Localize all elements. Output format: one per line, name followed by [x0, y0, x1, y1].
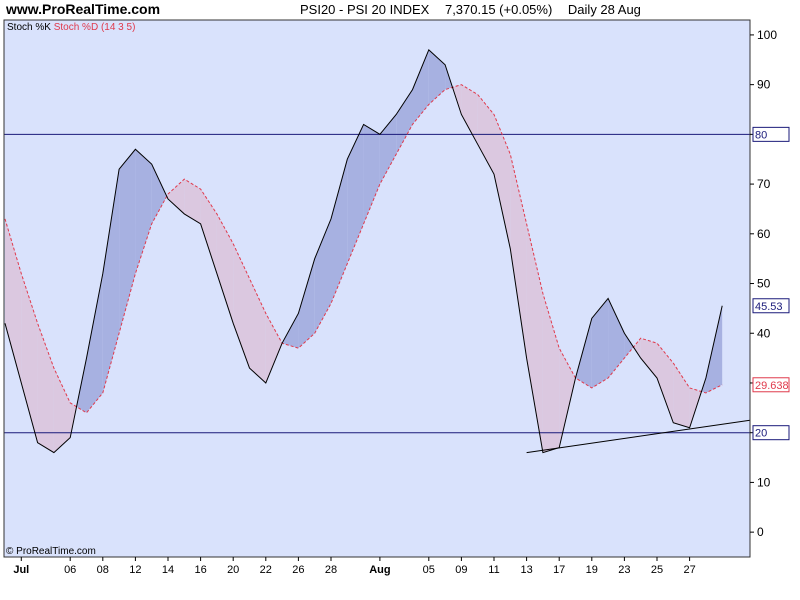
copyright: © ProRealTime.com — [6, 546, 96, 557]
fill-k-above — [705, 305, 723, 393]
x-tick-label: 17 — [553, 564, 565, 576]
x-tick-label: 28 — [325, 564, 337, 576]
fill-d-above — [265, 313, 283, 383]
fill-k-above — [379, 114, 397, 185]
fill-k-above — [591, 298, 609, 388]
fill-d-above — [200, 189, 217, 274]
fill-k-above — [575, 318, 592, 388]
fill-d-above — [461, 84, 478, 145]
x-tick-label: Jul — [13, 564, 29, 576]
instrument-name: PSI20 - PSI 20 INDEX — [300, 2, 430, 17]
fill-d-above — [37, 323, 54, 453]
fill-d-above — [494, 114, 511, 249]
fill-k-above — [428, 49, 446, 105]
x-tick-label: 22 — [260, 564, 272, 576]
fill-d-above — [168, 179, 185, 214]
y-tick-label: 60 — [757, 227, 771, 241]
fill-d-above — [53, 368, 71, 453]
last-value-k-box — [752, 298, 790, 314]
fill-k-above — [347, 124, 364, 264]
fill-d-above — [21, 273, 38, 443]
fill-k-above — [102, 169, 120, 393]
fill-d-above — [184, 179, 201, 224]
fill-d-above — [216, 213, 234, 324]
x-tick-label: 25 — [651, 564, 663, 576]
fill-k-above — [412, 49, 429, 125]
fill-d-above — [542, 293, 560, 453]
last-value-d-box — [752, 377, 790, 393]
x-tick-label: 09 — [455, 564, 467, 576]
y-tick-label: 10 — [757, 475, 771, 489]
last-value-d: 29.638 — [755, 380, 789, 392]
stoch-k-line — [4, 48, 723, 454]
fill-k-above — [608, 298, 625, 378]
legend-k-label: Stoch %K — [7, 22, 54, 33]
level-label-80-box — [752, 126, 790, 142]
y-tick-label: 50 — [757, 277, 771, 291]
level-label-20: 20 — [755, 428, 767, 440]
x-tick-label: 26 — [292, 564, 304, 576]
x-tick-label: 19 — [586, 564, 598, 576]
fill-d-above — [233, 243, 250, 369]
site-url: www.ProRealTime.com — [6, 1, 161, 17]
x-tick-label: 06 — [64, 564, 76, 576]
x-tick-label: 27 — [683, 564, 695, 576]
x-tick-label: 16 — [194, 564, 206, 576]
x-tick-label: 23 — [618, 564, 630, 576]
fill-d-above — [510, 154, 527, 359]
fill-d-above — [526, 223, 543, 453]
fill-areas — [5, 49, 723, 453]
fill-d-above — [559, 348, 576, 448]
fill-k-above — [119, 149, 136, 334]
fill-d-above — [640, 338, 657, 378]
x-tick-label: 08 — [97, 564, 109, 576]
fill-d-above — [633, 338, 641, 359]
legend-d-label: Stoch %D (14 3 5) — [54, 22, 136, 33]
fill-k-above — [624, 333, 634, 359]
x-tick-label: 13 — [520, 564, 532, 576]
x-tick-label: 14 — [162, 564, 174, 576]
y-tick-label: 0 — [757, 525, 764, 539]
level-label-80: 80 — [755, 129, 767, 141]
chart-title: PSI20 - PSI 20 INDEX 7,370.15 (+0.05%) D… — [300, 2, 653, 17]
y-tick-label: 40 — [757, 326, 771, 340]
fill-k-above — [363, 124, 380, 224]
x-tick-label: 05 — [423, 564, 435, 576]
fill-k-above — [151, 164, 167, 224]
x-tick-label: 20 — [227, 564, 239, 576]
fill-k-above — [298, 258, 315, 349]
fill-k-above — [282, 313, 299, 349]
x-tick-label: 11 — [488, 564, 499, 576]
last-value-k: 45.53 — [755, 301, 783, 313]
x-tick-label: 12 — [129, 564, 141, 576]
plot-frame — [3, 19, 751, 558]
y-tick-label: 90 — [757, 78, 771, 92]
chart-period: Daily 28 Aug — [567, 2, 641, 17]
fill-k-above — [86, 273, 103, 413]
fill-k-above — [135, 149, 152, 274]
trendline — [526, 419, 750, 454]
y-tick-label: 100 — [757, 28, 777, 42]
instrument-price: 7,370.15 (+0.05%) — [444, 2, 553, 17]
fill-k-above — [396, 89, 413, 155]
fill-k-above — [314, 218, 331, 334]
fill-k-above — [331, 159, 348, 304]
level-label-20-box — [752, 425, 790, 441]
stoch-d-line — [4, 84, 723, 414]
fill-d-above — [673, 363, 690, 428]
y-tick-label: 70 — [757, 177, 771, 191]
x-tick-label: Aug — [369, 564, 390, 576]
fill-d-above — [657, 343, 674, 423]
legend: Stoch %K Stoch %D (14 3 5) — [7, 22, 135, 33]
